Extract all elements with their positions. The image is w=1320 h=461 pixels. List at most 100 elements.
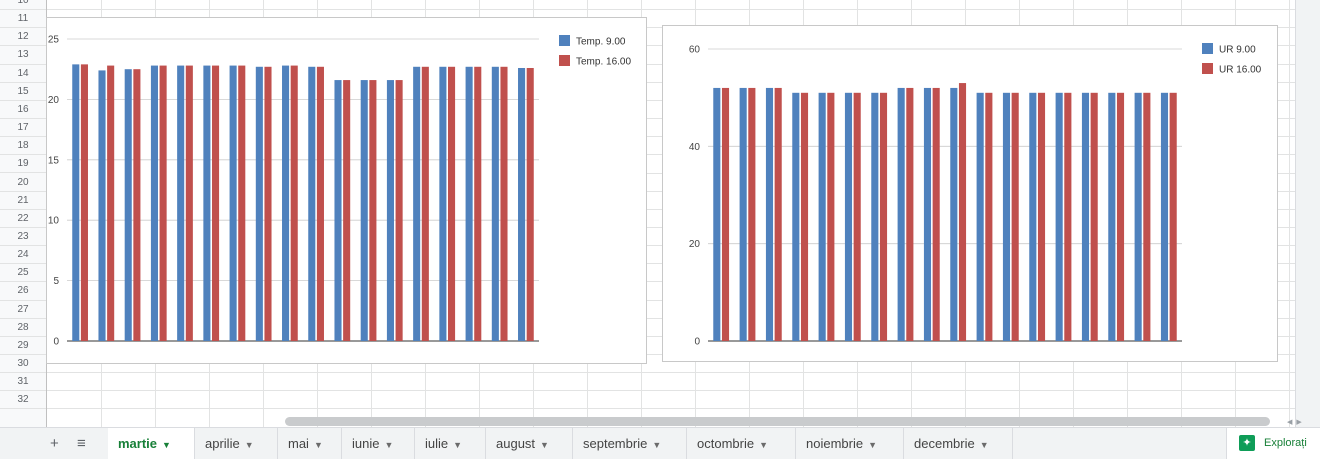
bar-series-2[interactable] <box>500 66 508 341</box>
bar-series-2[interactable] <box>721 87 730 341</box>
bar-series-1[interactable] <box>1108 92 1116 341</box>
bar-series-1[interactable] <box>98 70 106 341</box>
bar-series-1[interactable] <box>439 66 447 341</box>
bar-series-1[interactable] <box>792 92 800 341</box>
bar-series-2[interactable] <box>932 87 940 341</box>
tab-dropdown-icon[interactable]: ▼ <box>313 440 323 450</box>
bar-series-2[interactable] <box>395 80 403 342</box>
bar-series-1[interactable] <box>871 92 879 341</box>
row-header[interactable]: 13 <box>0 46 46 65</box>
sheet-tab-octombrie[interactable]: octombrie ▼ <box>687 428 796 459</box>
bar-series-1[interactable] <box>1029 92 1037 341</box>
row-header[interactable]: 17 <box>0 119 46 138</box>
bar-series-1[interactable] <box>282 65 290 342</box>
sheet-tab-mai[interactable]: mai ▼ <box>278 428 342 459</box>
bar-series-1[interactable] <box>150 65 158 342</box>
bar-series-2[interactable] <box>474 66 482 341</box>
bar-series-1[interactable] <box>739 87 747 341</box>
bar-series-2[interactable] <box>958 83 967 342</box>
bar-series-1[interactable] <box>976 92 984 341</box>
bar-series-2[interactable] <box>800 92 809 341</box>
sheet-tab-noiembrie[interactable]: noiembrie ▼ <box>796 428 904 459</box>
bar-series-2[interactable] <box>107 65 115 342</box>
row-header[interactable]: 25 <box>0 264 46 283</box>
bar-series-1[interactable] <box>465 66 473 341</box>
row-header[interactable]: 32 <box>0 391 46 410</box>
scroll-arrows-icon[interactable]: ◀▶ <box>1287 419 1306 426</box>
sheet-tab-iunie[interactable]: iunie ▼ <box>342 428 415 459</box>
bar-series-1[interactable] <box>1160 92 1169 341</box>
sheet-tab-august[interactable]: august ▼ <box>486 428 573 459</box>
bar-series-2[interactable] <box>985 92 993 341</box>
row-header[interactable]: 21 <box>0 192 46 210</box>
bar-series-2[interactable] <box>1090 92 1098 341</box>
bar-series-2[interactable] <box>80 64 88 342</box>
bar-series-2[interactable] <box>316 66 324 341</box>
bar-series-2[interactable] <box>264 66 272 341</box>
bar-series-2[interactable] <box>827 92 835 341</box>
bar-series-1[interactable] <box>765 87 774 341</box>
row-header[interactable]: 16 <box>0 101 46 120</box>
tab-dropdown-icon[interactable]: ▼ <box>868 440 878 450</box>
row-header[interactable]: 10 <box>0 0 46 11</box>
bar-series-2[interactable] <box>853 92 861 341</box>
bar-series-2[interactable] <box>212 65 220 342</box>
bar-series-1[interactable] <box>818 92 826 341</box>
row-header[interactable]: 11 <box>0 10 46 29</box>
bar-series-1[interactable] <box>1055 92 1063 341</box>
bar-series-1[interactable] <box>491 66 499 341</box>
sheet-tab-iulie[interactable]: iulie ▼ <box>415 428 486 459</box>
bar-series-2[interactable] <box>185 65 193 342</box>
bar-series-1[interactable] <box>413 66 421 341</box>
bar-series-1[interactable] <box>386 80 394 342</box>
all-sheets-menu-button[interactable]: ≡ <box>77 435 86 452</box>
row-header[interactable]: 29 <box>0 337 46 355</box>
bar-series-2[interactable] <box>290 65 298 342</box>
tab-dropdown-icon[interactable]: ▼ <box>244 440 254 450</box>
row-header[interactable]: 20 <box>0 174 46 192</box>
tab-dropdown-icon[interactable]: ▼ <box>540 440 549 450</box>
bar-series-2[interactable] <box>1143 92 1151 341</box>
bar-series-1[interactable] <box>255 66 263 341</box>
bar-series-2[interactable] <box>448 66 456 341</box>
bar-series-2[interactable] <box>526 67 534 341</box>
humidity-chart[interactable]: 0 20 40 60 UR 9.00 UR 16.00 <box>662 25 1278 362</box>
bar-series-1[interactable] <box>334 80 342 342</box>
bar-series-1[interactable] <box>923 87 932 341</box>
row-header[interactable]: 12 <box>0 28 46 47</box>
bar-series-2[interactable] <box>906 87 914 341</box>
bar-series-2[interactable] <box>748 87 756 341</box>
bar-series-1[interactable] <box>308 66 316 341</box>
bar-series-1[interactable] <box>360 80 368 342</box>
bar-series-2[interactable] <box>774 87 782 341</box>
bar-series-1[interactable] <box>713 87 721 341</box>
row-header[interactable]: 30 <box>0 355 46 374</box>
row-header[interactable]: 31 <box>0 373 46 392</box>
tab-dropdown-icon[interactable]: ▼ <box>979 440 989 450</box>
sheet-tab-martie[interactable]: martie ▼ <box>108 428 195 459</box>
temperature-chart[interactable]: 0 5 10 15 20 25 Temp. 9.00 Temp. 16.00 <box>46 17 647 364</box>
bar-series-2[interactable] <box>1116 92 1125 341</box>
bar-series-1[interactable] <box>950 87 958 341</box>
bar-series-2[interactable] <box>1064 92 1072 341</box>
bar-series-1[interactable] <box>1134 92 1142 341</box>
sheet-tab-decembrie[interactable]: decembrie ▼ <box>904 428 1013 459</box>
bar-series-1[interactable] <box>72 64 80 342</box>
row-header[interactable]: 26 <box>0 282 46 301</box>
row-header[interactable]: 14 <box>0 65 46 83</box>
horizontal-scrollbar-thumb[interactable] <box>285 417 1270 426</box>
tab-dropdown-icon[interactable]: ▼ <box>162 440 171 450</box>
row-header[interactable]: 28 <box>0 319 46 337</box>
sheet-tab-septembrie[interactable]: septembrie ▼ <box>573 428 687 459</box>
row-header[interactable]: 19 <box>0 155 46 174</box>
bar-series-2[interactable] <box>1011 92 1019 341</box>
bar-series-2[interactable] <box>1037 92 1046 341</box>
explore-button[interactable]: ✦ Explorați <box>1226 428 1320 459</box>
bar-series-1[interactable] <box>229 65 237 342</box>
bar-series-1[interactable] <box>1002 92 1011 341</box>
tab-dropdown-icon[interactable]: ▼ <box>453 440 463 450</box>
bar-series-2[interactable] <box>343 80 351 342</box>
bar-series-2[interactable] <box>421 66 429 341</box>
sheet-tab-aprilie[interactable]: aprilie ▼ <box>195 428 278 459</box>
bar-series-2[interactable] <box>879 92 888 341</box>
